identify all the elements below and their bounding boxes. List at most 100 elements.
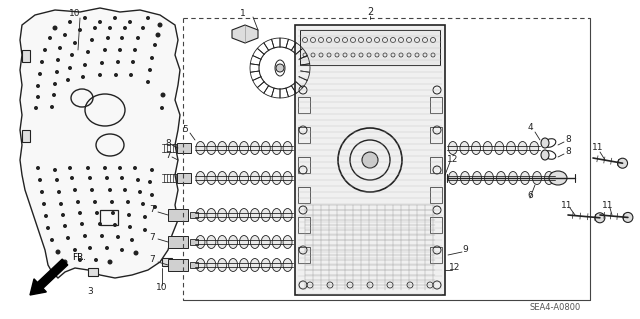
Circle shape: [108, 188, 112, 192]
Ellipse shape: [196, 258, 205, 271]
Circle shape: [70, 176, 74, 180]
Circle shape: [105, 246, 109, 250]
Ellipse shape: [472, 142, 481, 154]
Ellipse shape: [250, 235, 259, 249]
Ellipse shape: [218, 209, 227, 221]
Ellipse shape: [272, 142, 281, 154]
Circle shape: [93, 26, 97, 30]
Polygon shape: [232, 25, 258, 43]
Ellipse shape: [283, 142, 292, 154]
Circle shape: [276, 64, 284, 72]
Circle shape: [63, 33, 67, 37]
Circle shape: [130, 238, 134, 242]
Circle shape: [76, 200, 80, 204]
Circle shape: [50, 105, 54, 109]
Circle shape: [42, 202, 46, 206]
Circle shape: [90, 188, 94, 192]
Ellipse shape: [239, 235, 248, 249]
Bar: [430, 217, 442, 233]
Ellipse shape: [196, 235, 205, 249]
Circle shape: [150, 56, 154, 60]
Ellipse shape: [228, 235, 237, 249]
Text: 7: 7: [149, 256, 155, 264]
Circle shape: [111, 211, 115, 215]
Circle shape: [70, 53, 74, 57]
Circle shape: [34, 106, 38, 110]
Text: 8: 8: [565, 147, 571, 157]
Circle shape: [53, 82, 57, 86]
Circle shape: [59, 202, 63, 206]
Circle shape: [108, 26, 112, 30]
Polygon shape: [20, 8, 180, 278]
Ellipse shape: [509, 172, 518, 184]
Ellipse shape: [520, 172, 529, 184]
Text: 7: 7: [149, 205, 155, 214]
Circle shape: [116, 60, 120, 64]
Bar: [430, 127, 442, 143]
Bar: [298, 97, 310, 113]
Text: 11: 11: [561, 201, 573, 210]
Ellipse shape: [196, 172, 205, 184]
Ellipse shape: [228, 209, 237, 221]
Circle shape: [134, 250, 138, 256]
Circle shape: [127, 213, 131, 217]
Text: 8: 8: [165, 138, 171, 147]
Text: 6: 6: [527, 190, 533, 199]
Bar: [298, 217, 310, 233]
Circle shape: [120, 36, 124, 40]
Circle shape: [623, 212, 633, 222]
Circle shape: [73, 41, 77, 45]
Text: 1: 1: [240, 10, 246, 19]
Text: 11: 11: [602, 201, 614, 210]
Text: 2: 2: [367, 7, 373, 17]
Ellipse shape: [207, 235, 216, 249]
Circle shape: [618, 158, 628, 168]
Circle shape: [103, 48, 107, 52]
Circle shape: [58, 46, 62, 50]
Circle shape: [98, 222, 102, 226]
Ellipse shape: [207, 172, 216, 184]
Ellipse shape: [196, 142, 205, 154]
Ellipse shape: [506, 142, 515, 154]
Circle shape: [46, 226, 50, 230]
Ellipse shape: [497, 172, 506, 184]
Circle shape: [148, 180, 152, 184]
Circle shape: [56, 58, 60, 62]
Circle shape: [110, 200, 114, 204]
Ellipse shape: [541, 150, 549, 160]
Circle shape: [52, 26, 58, 31]
Bar: [162, 258, 172, 266]
Circle shape: [63, 224, 67, 228]
Circle shape: [52, 93, 56, 97]
Ellipse shape: [261, 172, 270, 184]
Circle shape: [116, 235, 120, 239]
Ellipse shape: [283, 235, 292, 249]
Text: SEA4-A0800: SEA4-A0800: [529, 303, 580, 313]
Ellipse shape: [207, 209, 216, 221]
Circle shape: [143, 215, 147, 219]
Circle shape: [36, 95, 40, 99]
Circle shape: [50, 238, 54, 242]
Circle shape: [123, 26, 127, 30]
Ellipse shape: [518, 142, 527, 154]
Ellipse shape: [207, 142, 216, 154]
Ellipse shape: [207, 258, 216, 271]
Ellipse shape: [461, 172, 470, 184]
Text: FR.: FR.: [72, 254, 86, 263]
Ellipse shape: [261, 142, 270, 154]
Circle shape: [156, 33, 161, 38]
Text: 3: 3: [87, 287, 93, 296]
Text: 12: 12: [449, 263, 461, 272]
Ellipse shape: [250, 209, 259, 221]
Circle shape: [136, 178, 140, 182]
Ellipse shape: [545, 172, 554, 184]
Circle shape: [88, 246, 92, 250]
Ellipse shape: [495, 142, 504, 154]
Circle shape: [81, 75, 85, 79]
Bar: [177, 143, 191, 153]
Bar: [177, 173, 191, 183]
Circle shape: [362, 152, 378, 168]
Ellipse shape: [283, 258, 292, 271]
Circle shape: [120, 248, 124, 252]
Ellipse shape: [283, 172, 292, 184]
